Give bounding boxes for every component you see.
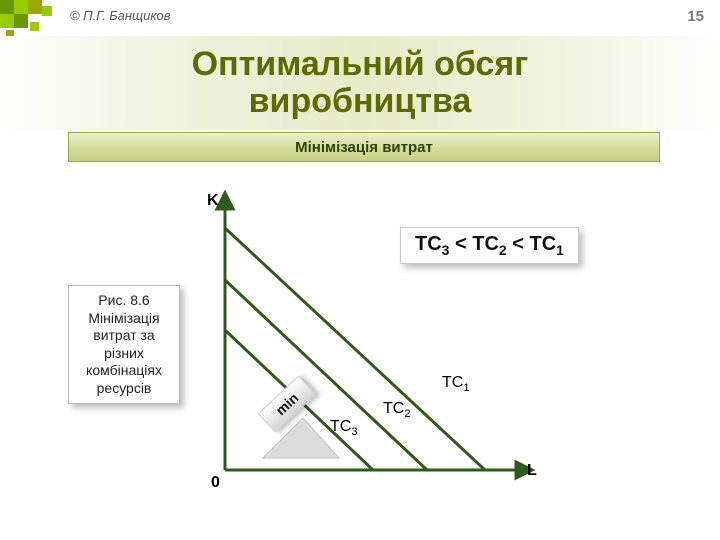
- deco-square: [42, 6, 52, 16]
- x-axis-label: L: [527, 462, 537, 480]
- deco-square: [14, 0, 28, 14]
- deco-square: [14, 14, 28, 28]
- chart-svg: [205, 190, 535, 490]
- caption-line: Мінімізація: [88, 310, 159, 326]
- subtitle-text: Мінімізація витрат: [295, 139, 433, 156]
- caption-line: комбінаціях: [86, 362, 162, 378]
- deco-square: [0, 14, 14, 28]
- slide-title: Оптимальний обсяг виробництва: [192, 46, 529, 121]
- deco-square: [0, 0, 14, 14]
- origin-label: 0: [211, 474, 220, 492]
- caption-line: Рис. 8.6: [98, 292, 149, 308]
- page-number: 15: [687, 8, 704, 25]
- title-line-2: виробництва: [249, 82, 472, 120]
- corner-decoration: [0, 0, 62, 36]
- deco-square: [30, 22, 39, 31]
- title-band: Оптимальний обсяг виробництва: [0, 36, 720, 130]
- caption-line: різних: [104, 345, 144, 361]
- caption-line: ресурсів: [97, 380, 152, 396]
- subtitle-band: Мінімізація витрат: [68, 132, 660, 162]
- tc3-label: TC3: [330, 418, 358, 438]
- caption-line: витрат за: [93, 327, 154, 343]
- deco-square: [28, 0, 42, 14]
- copyright-text: © П.Г. Банщиков: [70, 8, 171, 23]
- slide: © П.Г. Банщиков 15 Оптимальний обсяг вир…: [0, 0, 720, 540]
- tc1-label: TC1: [442, 374, 470, 394]
- figure-caption: Рис. 8.6 Мінімізація витрат за різних ко…: [68, 285, 180, 404]
- isocost-chart: TC1TC2TC3KL0min: [205, 190, 535, 490]
- title-line-1: Оптимальний обсяг: [192, 45, 529, 83]
- y-axis-label: K: [207, 192, 219, 210]
- tc2-label: TC2: [383, 400, 411, 420]
